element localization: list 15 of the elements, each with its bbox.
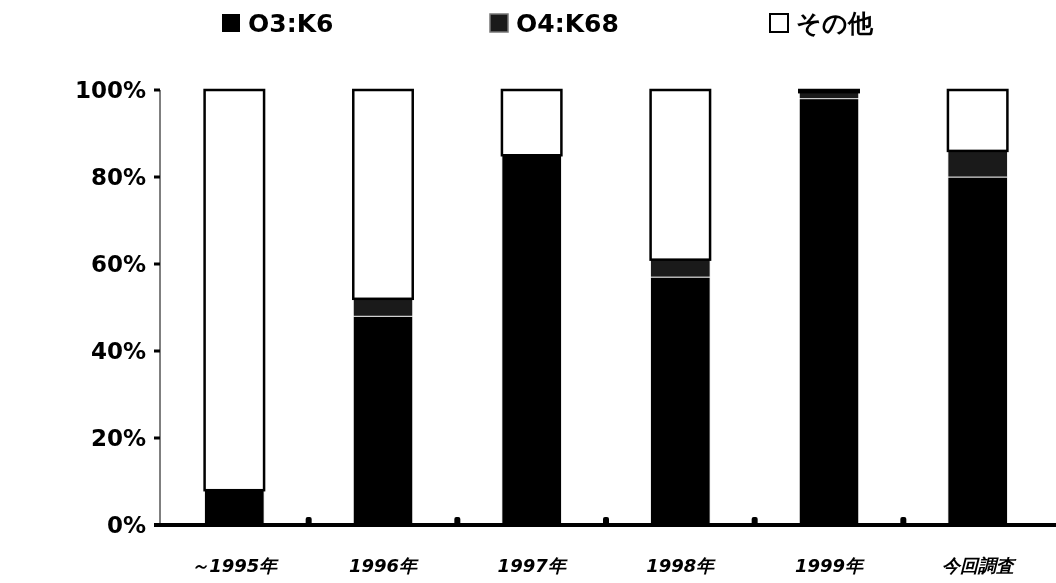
y-tick-label: 100% xyxy=(74,77,146,103)
x-tick-label: 1997年 xyxy=(497,555,568,576)
y-tick-label: 40% xyxy=(90,338,146,364)
y-tick-label: 20% xyxy=(90,425,146,451)
x-tick-label: 1999年 xyxy=(794,555,866,576)
legend-label: O3:K6 xyxy=(248,9,334,38)
y-tick-label: 60% xyxy=(90,251,146,277)
x-tick-label: 1996年 xyxy=(348,555,420,576)
legend-label: その他 xyxy=(796,9,874,38)
x-tick-label: 今回調査 xyxy=(941,555,1017,576)
legend-label: O4:K68 xyxy=(516,9,619,38)
x-tick-label: ～1995年 xyxy=(191,555,280,576)
y-tick-label: 0% xyxy=(106,512,146,538)
x-tick-label: 1998年 xyxy=(646,555,717,576)
y-tick-label: 80% xyxy=(90,164,146,190)
